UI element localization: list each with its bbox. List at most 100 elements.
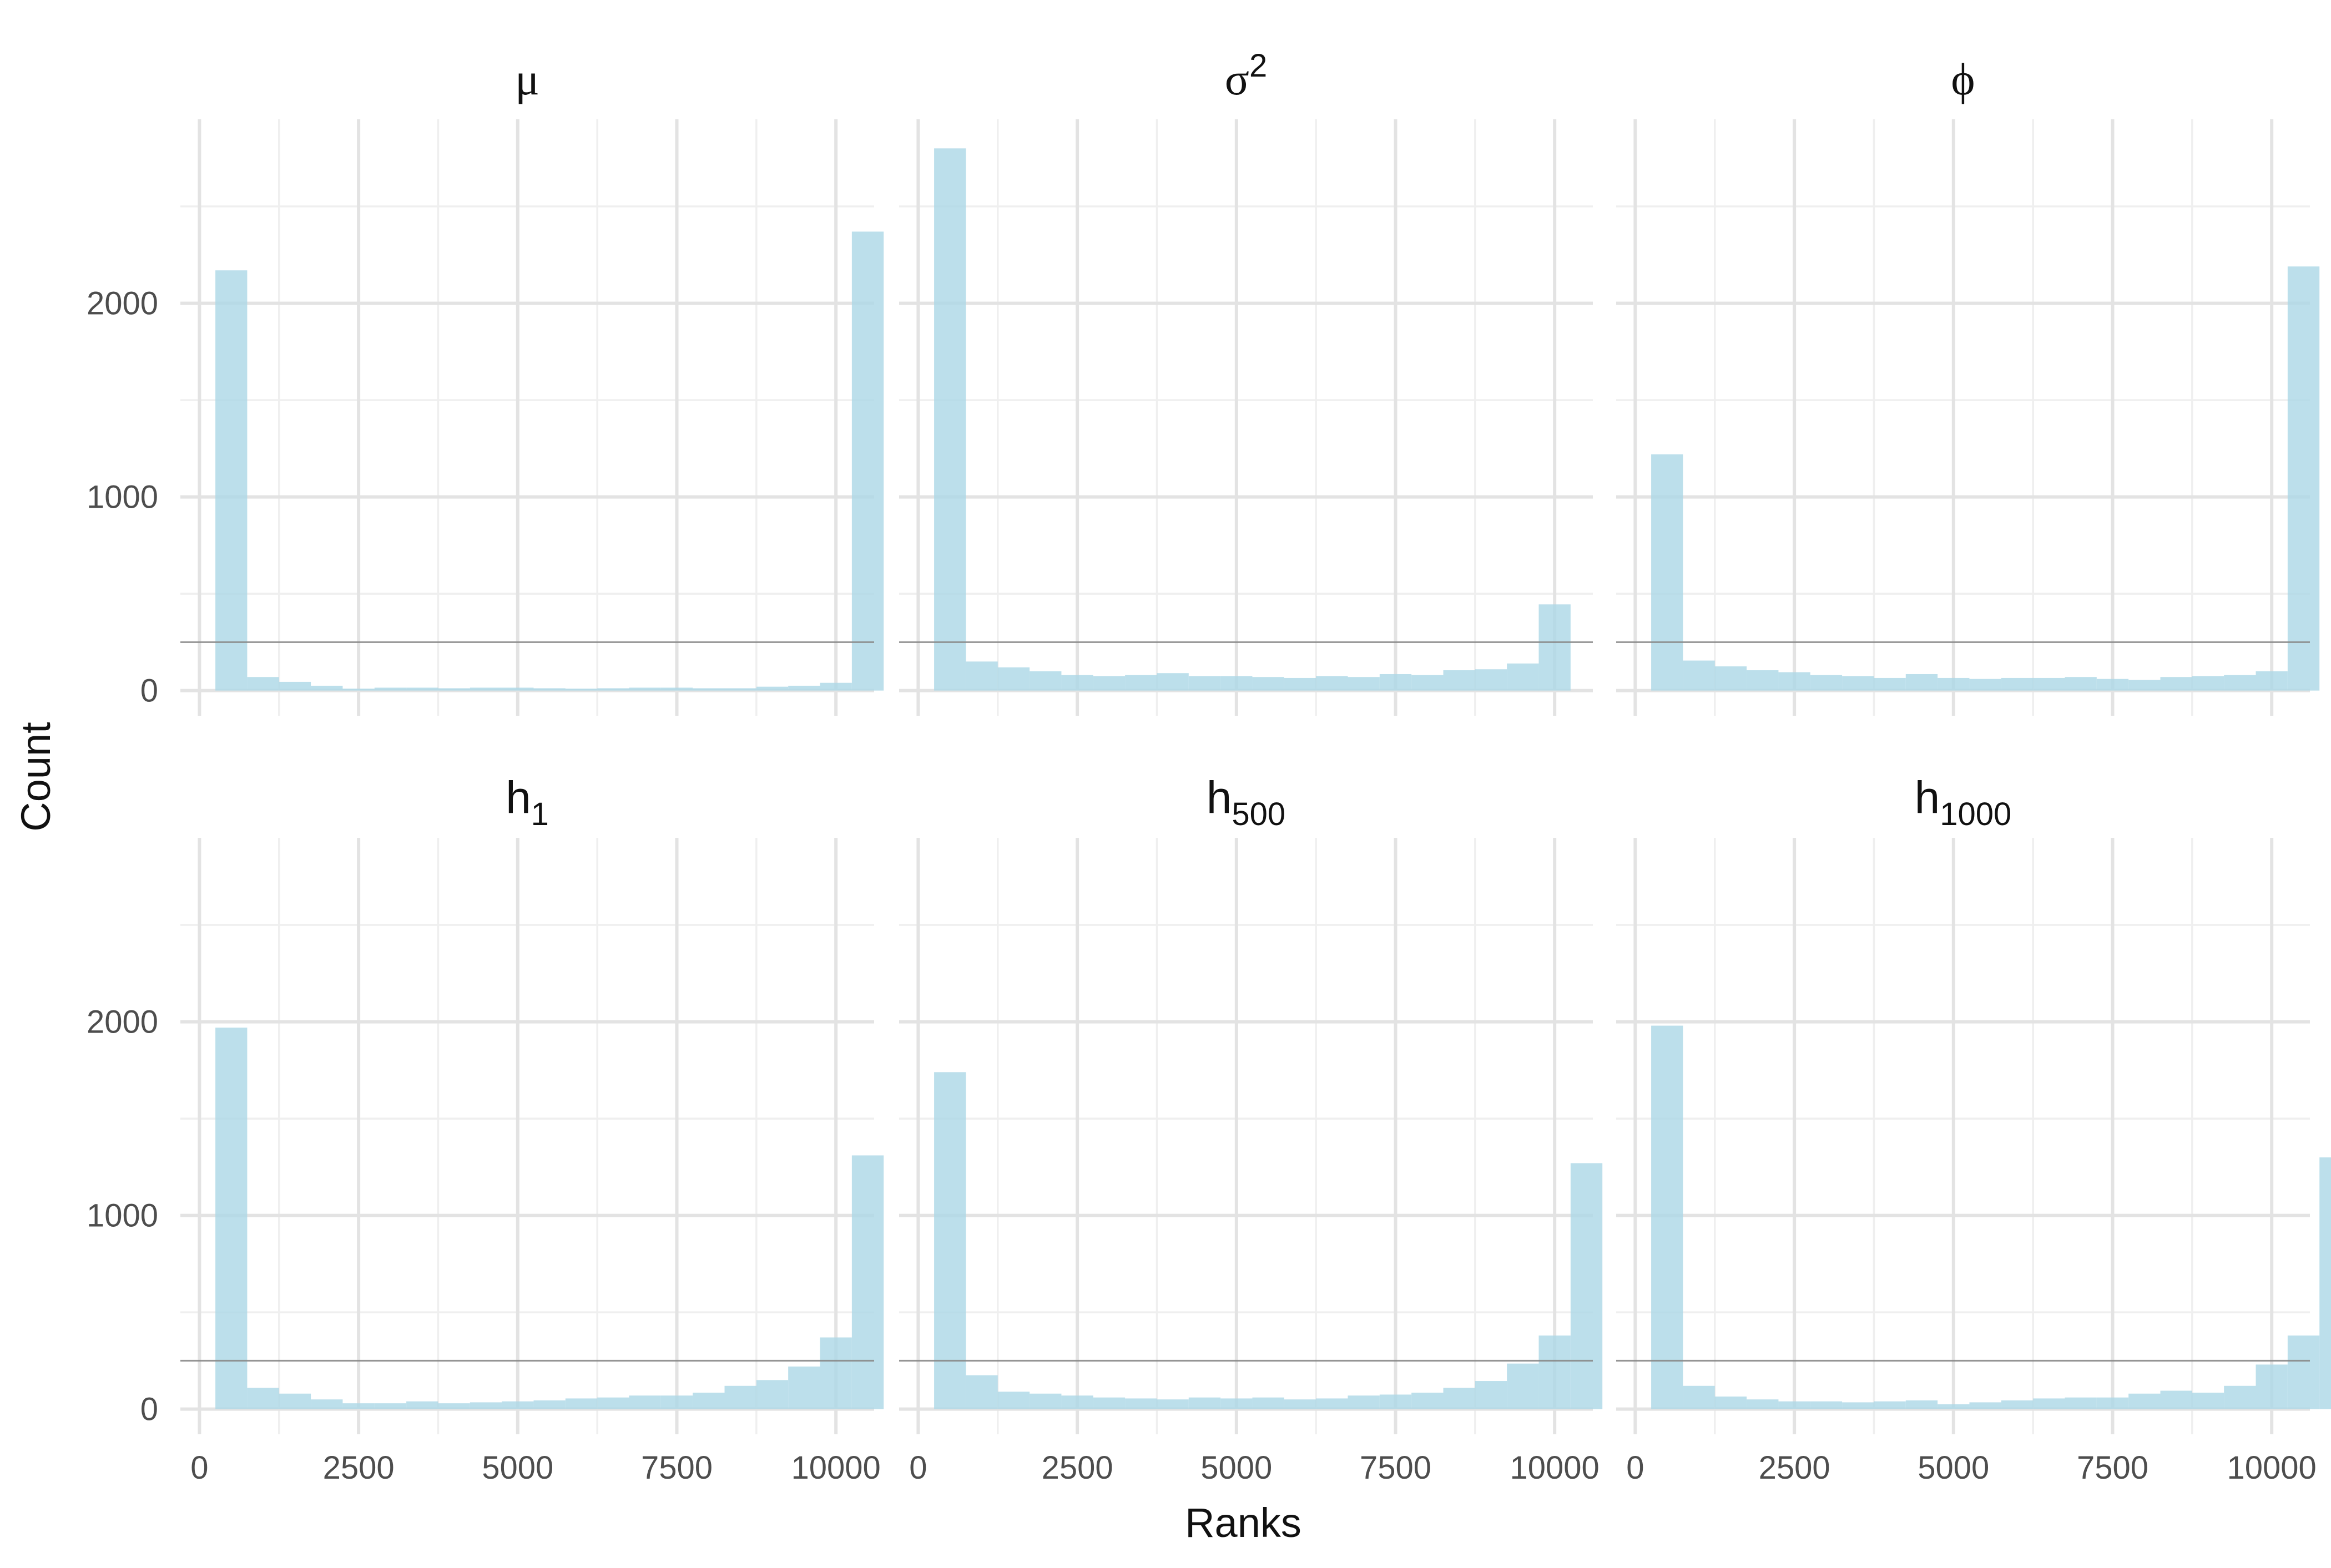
x-tick-label: 10000 <box>791 1450 881 1486</box>
x-tick-label: 7500 <box>1360 1450 1431 1486</box>
histogram-bar <box>1284 677 1316 691</box>
facet-title-base: μ <box>515 54 539 104</box>
y-tick-label: 0 <box>140 673 158 709</box>
facet-title-subscript: 500 <box>1232 796 1285 832</box>
histogram-bar <box>342 1403 375 1409</box>
histogram-bar <box>1093 676 1126 691</box>
histogram-bar <box>966 661 998 691</box>
histogram-bar <box>997 1392 1030 1409</box>
histogram-bar <box>1316 1398 1348 1409</box>
x-tick-label: 0 <box>190 1450 208 1486</box>
histogram-bar <box>629 1395 661 1409</box>
histogram-bar <box>438 688 470 691</box>
histogram-bar <box>1061 675 1093 691</box>
x-tick-label: 10000 <box>2227 1450 2317 1486</box>
histogram-bar <box>1030 671 1062 691</box>
histogram-bar <box>1969 1402 2001 1409</box>
histogram-bar <box>2160 677 2192 691</box>
histogram-bar <box>1379 1394 1412 1409</box>
x-tick-label: 2500 <box>1042 1450 1113 1486</box>
facet-title: h500 <box>1207 772 1285 832</box>
histogram-bar <box>2128 1393 2161 1409</box>
facet-title-base: h <box>1207 772 1232 823</box>
histogram-bar <box>1220 676 1253 691</box>
histogram-bar <box>1411 1392 1444 1409</box>
histogram-bar <box>279 681 311 691</box>
histogram-bar <box>1747 670 1779 691</box>
histogram-bar <box>470 1402 502 1409</box>
histogram-bar <box>693 688 725 691</box>
histogram-bar <box>374 687 407 691</box>
histogram-bar <box>1538 604 1571 691</box>
histogram-bar <box>1938 1404 1970 1409</box>
histogram-bar <box>1443 1388 1475 1409</box>
x-tick-label: 10000 <box>1510 1450 1600 1486</box>
histogram-bar <box>851 231 884 691</box>
histogram-bar <box>1443 670 1475 691</box>
facet-title-subscript: 1000 <box>1940 796 2011 832</box>
histogram-bar <box>629 687 661 691</box>
y-axis-title: Count <box>13 722 59 832</box>
histogram-bar <box>1905 674 1938 691</box>
facet-title-base: h <box>1915 772 1940 823</box>
histogram-bar <box>438 1403 470 1409</box>
histogram-bar <box>1030 1393 1062 1409</box>
histogram-bar <box>2224 675 2256 691</box>
grid-layer <box>180 119 2310 1434</box>
histogram-bar <box>342 689 375 691</box>
histogram-bar <box>502 687 534 691</box>
facet-title-subscript: 1 <box>531 796 549 832</box>
histogram-bar <box>820 682 852 691</box>
histogram-bar <box>724 688 756 691</box>
x-tick-label: 7500 <box>641 1450 713 1486</box>
histogram-bar <box>247 1388 279 1409</box>
histogram-bar <box>1188 676 1221 691</box>
histogram-bar <box>1157 673 1189 691</box>
histogram-bar <box>820 1337 852 1409</box>
histogram-bar <box>1348 677 1380 691</box>
y-tick-label: 2000 <box>87 1004 158 1040</box>
histogram-bar <box>406 687 438 691</box>
histogram-bar <box>2096 1397 2129 1409</box>
histogram-bar <box>1125 675 1157 691</box>
histogram-bar <box>1778 1401 1810 1409</box>
histogram-bar <box>1538 1335 1571 1409</box>
facet-title: μ <box>515 54 539 104</box>
histogram-bar <box>756 1380 789 1409</box>
histogram-bar <box>1874 677 1906 691</box>
histogram-bar <box>1157 1399 1189 1409</box>
histogram-bar <box>1714 1396 1747 1409</box>
histogram-bar <box>1842 676 1874 691</box>
x-tick-label: 5000 <box>1918 1450 1989 1486</box>
histogram-bar <box>1683 1385 1715 1409</box>
facet-title: ϕ <box>1951 54 1975 104</box>
x-tick-label: 2500 <box>323 1450 395 1486</box>
histogram-bar <box>215 1028 248 1409</box>
histogram-bar <box>1252 677 1284 691</box>
histogram-bar <box>1747 1399 1779 1409</box>
facet-title-superscript: 2 <box>1249 48 1267 84</box>
histogram-bar <box>1475 1381 1507 1409</box>
x-tick-label: 5000 <box>1200 1450 1272 1486</box>
histogram-bar <box>533 688 566 691</box>
histogram-bar <box>311 685 343 691</box>
histogram-bar <box>1810 675 1843 691</box>
histogram-bar <box>406 1401 438 1409</box>
histogram-bar <box>2128 680 2161 691</box>
facet-title-base: ϕ <box>1951 54 1975 104</box>
histogram-bar <box>1188 1397 1221 1409</box>
x-tick-label: 5000 <box>482 1450 553 1486</box>
histogram-bar <box>1938 677 1970 691</box>
histogram-bar <box>1507 1363 1539 1409</box>
histogram-bar <box>374 1403 407 1409</box>
histogram-bar <box>1810 1401 1843 1409</box>
histogram-bar <box>215 270 248 691</box>
facet-title: h1 <box>506 772 549 832</box>
histogram-bar <box>756 686 789 691</box>
histogram-bar <box>1714 666 1747 691</box>
histogram-bar <box>934 1072 966 1409</box>
histogram-bar <box>533 1400 566 1409</box>
x-tick-label: 0 <box>1626 1450 1644 1486</box>
